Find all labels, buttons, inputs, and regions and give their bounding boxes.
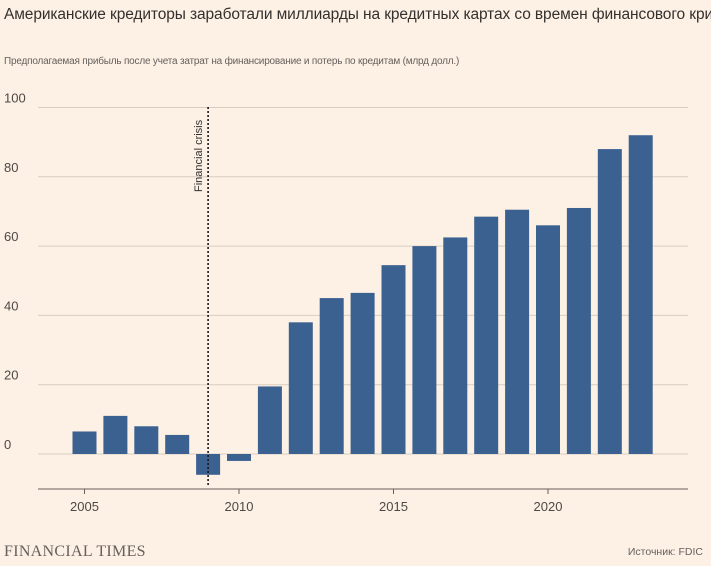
- x-tick-label-2005: 2005: [70, 499, 99, 514]
- x-tick-label-2010: 2010: [225, 499, 254, 514]
- financial-crisis-label: Financial crisis: [193, 119, 205, 192]
- ft-logo: FINANCIAL TIMES: [4, 543, 146, 560]
- bar-2011[interactable]: [257, 386, 282, 454]
- bar-2007[interactable]: [134, 426, 159, 454]
- x-tick-label-2015: 2015: [379, 499, 408, 514]
- y-tick-label-80: 80: [4, 160, 18, 175]
- y-tick-label-40: 40: [4, 298, 18, 313]
- bar-2017[interactable]: [443, 237, 468, 454]
- bar-2018[interactable]: [474, 216, 499, 454]
- bar-2013[interactable]: [319, 298, 344, 454]
- bar-2015[interactable]: [381, 265, 406, 454]
- bar-2005[interactable]: [72, 431, 97, 454]
- bar-2022[interactable]: [597, 149, 622, 454]
- bar-2010[interactable]: [227, 454, 251, 461]
- y-tick-label-100: 100: [4, 91, 26, 106]
- x-tick-label-2020: 2020: [534, 499, 563, 514]
- y-tick-label-20: 20: [4, 368, 18, 383]
- bar-2023[interactable]: [628, 135, 653, 454]
- bar-2006[interactable]: [103, 415, 128, 454]
- y-tick-label-60: 60: [4, 229, 18, 244]
- source-note: Источник: FDIC: [627, 546, 703, 558]
- y-tick-label-0: 0: [4, 437, 11, 452]
- bar-2016[interactable]: [412, 246, 437, 454]
- bar-2008[interactable]: [165, 434, 190, 454]
- bar-2014[interactable]: [350, 292, 375, 454]
- bar-2012[interactable]: [288, 322, 313, 454]
- bar-2019[interactable]: [505, 209, 530, 454]
- chart-title: Американские кредиторы заработали миллиа…: [4, 6, 711, 23]
- bar-2021[interactable]: [566, 207, 591, 454]
- chart-subtitle: Предполагаемая прибыль после учета затра…: [4, 56, 460, 67]
- bar-2020[interactable]: [536, 225, 560, 454]
